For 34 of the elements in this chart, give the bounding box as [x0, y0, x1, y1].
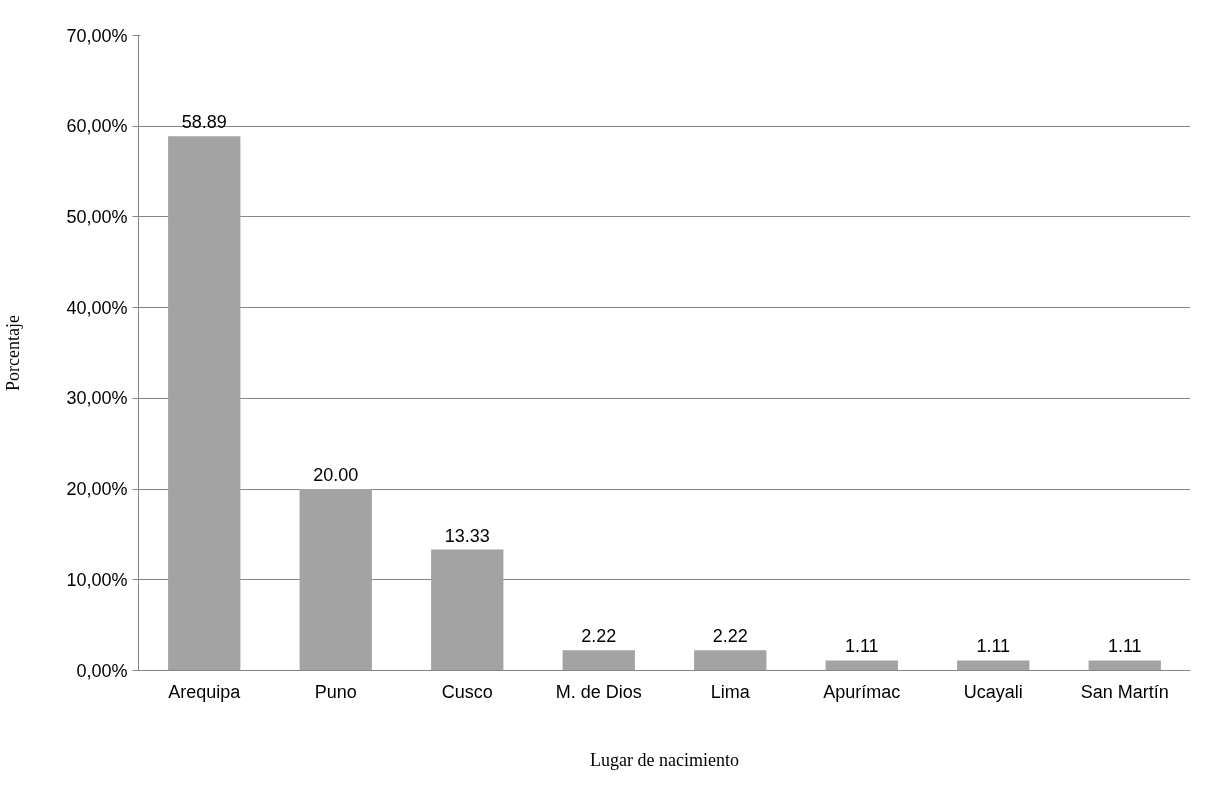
bar: [562, 650, 635, 671]
data-label: 2.22: [712, 626, 748, 647]
y-tick-label: 20,00%: [66, 479, 128, 500]
bar: [694, 650, 767, 671]
y-tick-label: 10,00%: [66, 569, 128, 590]
y-axis-title: Porcentaje: [3, 315, 24, 391]
x-tick-label: San Martín: [1080, 681, 1169, 702]
x-tick-label: Ucayali: [963, 681, 1023, 702]
data-label: 1.11: [844, 636, 879, 657]
y-tick-label: 50,00%: [66, 206, 128, 227]
y-tick-label: 40,00%: [66, 297, 128, 318]
x-tick-label: Lima: [710, 681, 751, 702]
y-tick-label: 60,00%: [66, 116, 128, 137]
bar: [299, 489, 372, 671]
y-tick-label: 30,00%: [66, 388, 128, 409]
data-label: 1.11: [976, 636, 1011, 657]
y-tick-label: 0,00%: [76, 660, 128, 681]
x-tick-label: Arequipa: [168, 681, 242, 702]
data-label: 1.11: [1107, 636, 1142, 657]
bar: [1088, 660, 1161, 671]
data-label: 13.33: [444, 525, 490, 546]
bar: [825, 660, 898, 671]
data-label: 58.89: [181, 112, 227, 133]
bar: [431, 549, 504, 671]
bar: [168, 136, 241, 671]
x-tick-label: Cusco: [441, 681, 493, 702]
y-tick-label: 70,00%: [66, 25, 128, 46]
x-tick-label: M. de Dios: [555, 681, 642, 702]
bar: [957, 660, 1030, 671]
x-axis-title: Lugar de nacimiento: [590, 749, 739, 770]
data-label: 20.00: [313, 465, 359, 486]
x-tick-label: Apurímac: [823, 681, 901, 702]
data-label: 2.22: [581, 626, 617, 647]
x-tick-label: Puno: [314, 681, 357, 702]
